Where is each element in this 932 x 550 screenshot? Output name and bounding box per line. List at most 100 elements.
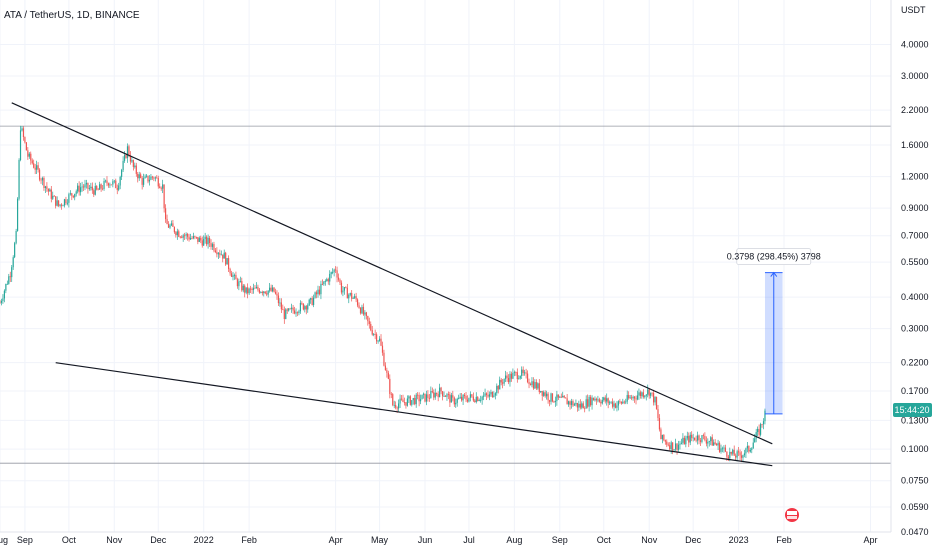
candle-body bbox=[521, 369, 523, 376]
candle-body bbox=[641, 392, 643, 397]
trendlines[interactable] bbox=[11, 102, 773, 467]
time-tick-label: Aug bbox=[0, 535, 8, 545]
candle-body bbox=[576, 402, 578, 408]
candle-body bbox=[118, 185, 120, 190]
candle-body bbox=[96, 185, 98, 190]
candle-body bbox=[109, 184, 111, 186]
price-axis[interactable]: 4.0000 3.0000 2.2000 1.6000 1.2000 0.9000 0.70… bbox=[901, 39, 929, 537]
candle-body bbox=[669, 445, 671, 450]
candle-body bbox=[525, 372, 527, 374]
candle-body bbox=[121, 170, 123, 177]
candle-body bbox=[263, 291, 265, 294]
candle-body bbox=[661, 434, 663, 440]
candle-body bbox=[421, 394, 423, 400]
candle-body bbox=[147, 175, 149, 182]
candle-body bbox=[25, 142, 27, 151]
candle-body bbox=[628, 395, 630, 399]
candle-body bbox=[359, 308, 362, 314]
candle-body bbox=[478, 400, 480, 401]
candle-body bbox=[101, 188, 104, 190]
candle-body bbox=[387, 372, 389, 379]
candle-body bbox=[324, 280, 326, 282]
candle-body bbox=[658, 418, 661, 430]
candle-body bbox=[135, 165, 137, 174]
candle-body bbox=[104, 180, 107, 182]
candle-body bbox=[475, 396, 477, 403]
candle-body bbox=[198, 237, 200, 242]
candle-body bbox=[52, 195, 54, 199]
candle-body bbox=[710, 437, 712, 442]
candle-body bbox=[201, 240, 203, 246]
time-tick-label: Nov bbox=[106, 535, 123, 545]
candle-body bbox=[241, 281, 243, 291]
candle-body bbox=[373, 333, 375, 335]
candle-body bbox=[595, 398, 598, 401]
candle-body bbox=[569, 401, 571, 405]
candle-body bbox=[27, 150, 29, 157]
candle-body bbox=[18, 160, 20, 199]
candle-body bbox=[367, 315, 369, 322]
candle-body bbox=[396, 407, 398, 409]
time-tick-label: Dec bbox=[685, 535, 702, 545]
candle-body bbox=[286, 309, 288, 311]
candle-body bbox=[463, 394, 466, 396]
price-tick-label: 0.1700 bbox=[901, 386, 929, 396]
candle-body bbox=[389, 378, 391, 394]
candle-body bbox=[88, 188, 90, 189]
candle-body bbox=[311, 298, 313, 305]
candle-body bbox=[444, 396, 447, 397]
time-tick-label: Jul bbox=[463, 535, 475, 545]
candle-body bbox=[55, 196, 57, 206]
price-tick-label: 0.4000 bbox=[901, 292, 929, 302]
candle-body bbox=[481, 396, 483, 400]
candle-body bbox=[594, 398, 596, 401]
earnings-flag-icon[interactable] bbox=[785, 508, 799, 522]
price-axis-currency: USDT bbox=[901, 5, 926, 15]
candle-body bbox=[472, 396, 474, 401]
candle-body bbox=[761, 424, 763, 425]
candle-body bbox=[56, 200, 58, 206]
candle-body bbox=[480, 399, 482, 401]
candle-body bbox=[225, 252, 227, 265]
candle-body bbox=[304, 306, 306, 310]
candle-body bbox=[667, 444, 669, 446]
candle-body bbox=[185, 234, 187, 236]
candle-body bbox=[315, 292, 318, 295]
candle-body bbox=[30, 153, 32, 161]
candle-body bbox=[502, 382, 504, 384]
candle-body bbox=[12, 257, 14, 268]
time-axis[interactable]: Aug Sep Oct Nov Dec 2022 Feb Apr May Jun Jul Aug Sep… bbox=[0, 535, 877, 545]
candle-body bbox=[132, 160, 134, 167]
candle-body bbox=[497, 385, 499, 390]
price-tag-label: 15:44:20 bbox=[894, 405, 929, 415]
candle-body bbox=[60, 204, 63, 206]
candle-body bbox=[81, 186, 83, 188]
candle-body bbox=[547, 393, 549, 401]
time-tick-label: Sep bbox=[17, 535, 33, 545]
candle-body bbox=[364, 312, 366, 315]
candle-body bbox=[44, 186, 47, 188]
candle-body bbox=[203, 238, 205, 246]
candle-body bbox=[358, 305, 360, 309]
candle-body bbox=[696, 435, 699, 441]
candle-body bbox=[208, 237, 211, 243]
candle-body bbox=[191, 238, 193, 239]
measurement-tool[interactable]: 0.3798 (298.45%) 3798 bbox=[727, 248, 821, 415]
candle-body bbox=[166, 219, 168, 225]
candle-body bbox=[516, 372, 518, 380]
candle-body bbox=[206, 236, 208, 245]
candle-body bbox=[688, 435, 690, 443]
candle-body bbox=[672, 442, 674, 451]
candle-body bbox=[762, 421, 765, 425]
time-tick-label: 2023 bbox=[729, 535, 749, 545]
candles bbox=[0, 125, 766, 463]
candle-body bbox=[50, 189, 52, 199]
candle-body bbox=[145, 175, 148, 177]
candle-body bbox=[66, 202, 69, 204]
candle-body bbox=[235, 275, 237, 280]
candle-body bbox=[458, 398, 460, 400]
candle-body bbox=[513, 372, 515, 374]
candle-body bbox=[623, 401, 625, 403]
candle-body bbox=[392, 394, 394, 406]
